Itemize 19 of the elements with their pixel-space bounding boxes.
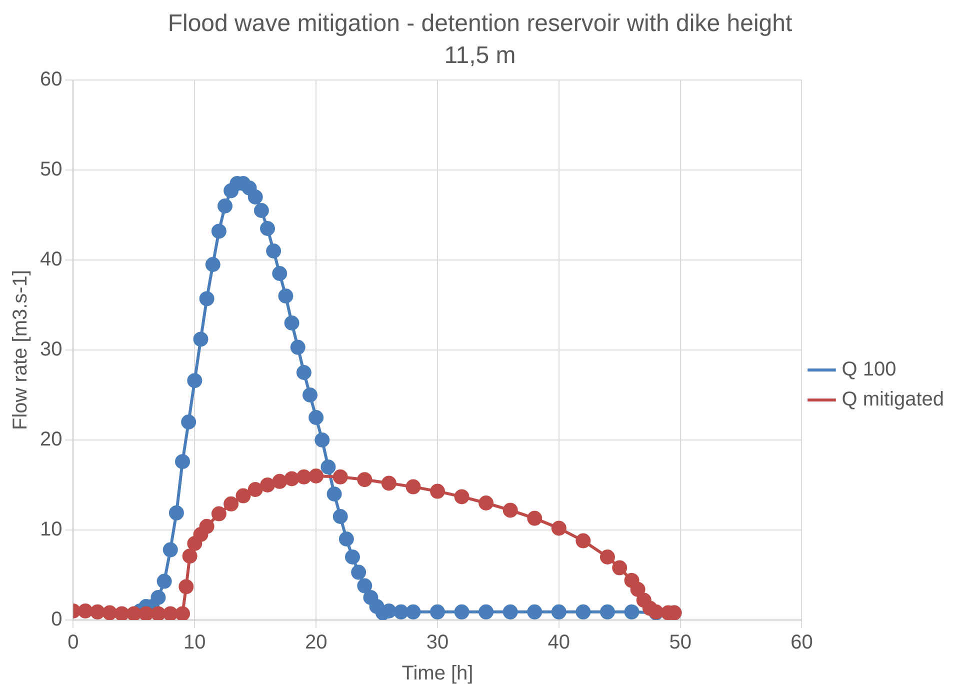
- chart-title: Flood wave mitigation - detention reservoir with dike height 11,5 m: [166, 9, 794, 71]
- x-tick-label: 20: [304, 632, 328, 654]
- x-tick-label: 0: [68, 632, 79, 654]
- x-axis-title: Time [h]: [402, 662, 474, 685]
- x-tick-label: 40: [548, 632, 570, 654]
- y-tick-label: 60: [40, 68, 62, 91]
- y-tick-label: 50: [40, 158, 62, 181]
- legend-label: Q 100: [842, 358, 896, 381]
- y-tick-label: 0: [51, 608, 62, 631]
- x-tick-label: 10: [184, 632, 206, 654]
- y-tick-label: 40: [40, 248, 62, 271]
- legend-label: Q mitigated: [842, 388, 944, 411]
- x-tick-label: 60: [790, 632, 813, 654]
- y-tick-label: 10: [40, 518, 62, 541]
- x-tick-label: 50: [669, 632, 692, 654]
- y-tick-label: 30: [40, 338, 62, 361]
- y-axis-title: Flow rate [m3.s-1]: [10, 270, 32, 430]
- x-tick-label: 30: [426, 632, 449, 654]
- y-tick-label: 20: [40, 428, 62, 451]
